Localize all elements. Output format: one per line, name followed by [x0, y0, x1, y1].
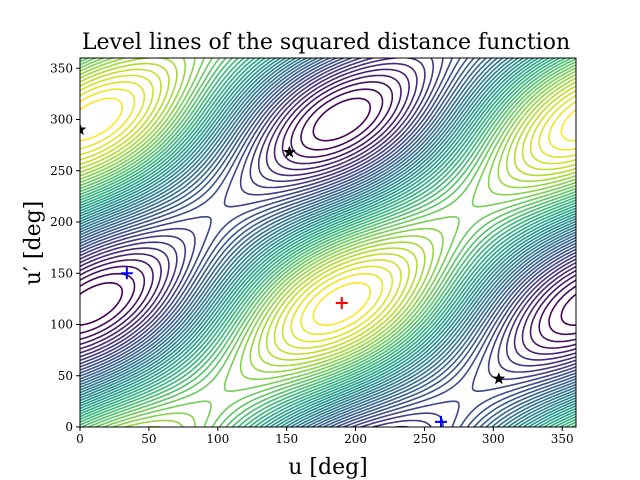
y-axis-label: u′ [deg] — [21, 201, 46, 286]
y-tick-label: 350 — [50, 61, 73, 75]
contour-level — [80, 62, 576, 361]
contour-level — [80, 68, 576, 355]
x-tick-label: 0 — [76, 432, 84, 446]
contour-level — [80, 62, 576, 361]
y-tick-label: 0 — [65, 420, 73, 434]
maximum-star-marker — [80, 123, 87, 136]
maximum-star-marker — [283, 145, 296, 158]
saddle-marker — [434, 415, 447, 427]
contour-level — [80, 58, 576, 427]
y-tick-label: 250 — [50, 164, 73, 178]
contour-level — [80, 58, 576, 427]
x-tick-label: 250 — [413, 432, 436, 446]
contour-level — [80, 74, 576, 349]
x-tick-label: 350 — [551, 432, 574, 446]
contour-level — [80, 97, 576, 326]
critical-point-markers — [80, 123, 506, 427]
chart-title: Level lines of the squared distance func… — [82, 30, 570, 55]
y-axis: 0 50 100 150 200 250 300 350 — [50, 61, 80, 434]
y-tick-label: 50 — [58, 369, 73, 383]
contour-level — [80, 58, 576, 427]
saddle-marker — [120, 267, 133, 280]
x-tick-label: 300 — [482, 432, 505, 446]
contour-level — [80, 81, 576, 343]
x-tick-label: 50 — [141, 432, 156, 446]
contour-level — [80, 88, 576, 336]
contour-level — [80, 68, 576, 355]
contour-level — [80, 58, 576, 427]
x-tick-label: 150 — [275, 432, 298, 446]
contour-level — [80, 58, 576, 427]
maximum-star-marker — [492, 372, 506, 385]
contour-lines — [80, 58, 576, 427]
contour-level — [80, 58, 576, 427]
contour-level — [80, 58, 576, 427]
plot-frame — [79, 57, 577, 428]
x-axis: 0 50 100 150 200 250 300 350 — [76, 427, 574, 446]
y-tick-label: 300 — [50, 113, 73, 127]
x-tick-label: 200 — [344, 432, 367, 446]
y-tick-label: 150 — [50, 266, 73, 280]
contour-level — [80, 88, 576, 336]
minimum-marker — [335, 296, 348, 309]
contour-level — [80, 81, 576, 343]
contour-level — [80, 58, 576, 427]
y-tick-label: 100 — [50, 318, 73, 332]
contour-level — [80, 97, 576, 326]
x-tick-label: 100 — [206, 432, 229, 446]
x-axis-label: u [deg] — [288, 455, 368, 480]
y-tick-label: 200 — [50, 215, 73, 229]
contour-level — [80, 58, 576, 427]
contour-level — [80, 74, 576, 349]
contour-level — [80, 58, 576, 427]
